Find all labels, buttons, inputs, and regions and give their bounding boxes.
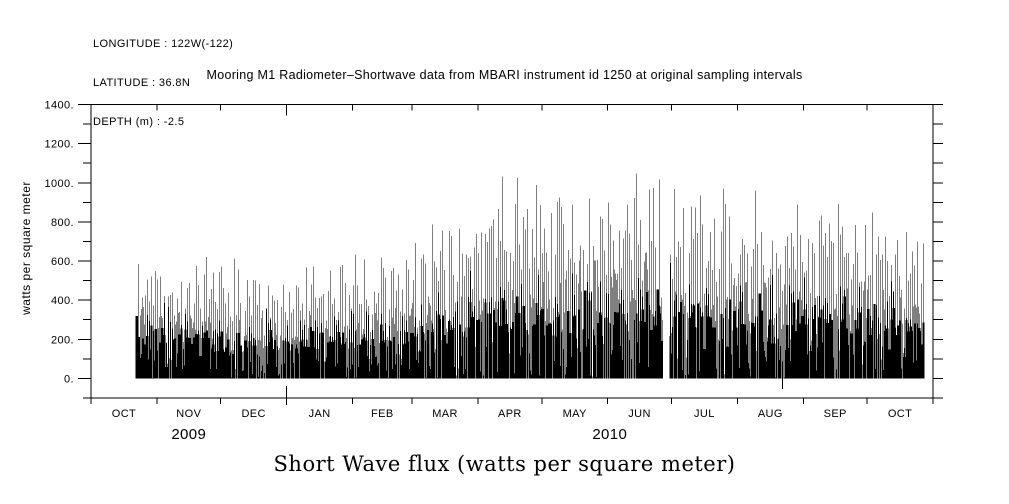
- plot-title: Mooring M1 Radiometer–Shortwave data fro…: [206, 68, 803, 82]
- y-tick-label: 400.: [51, 295, 74, 307]
- figure-caption: Short Wave flux (watts per square meter): [273, 452, 736, 476]
- y-tick-label: 1000.: [44, 178, 74, 190]
- x-month-label: MAY: [563, 408, 587, 420]
- x-month-label: FEB: [371, 408, 394, 420]
- x-month-label: SEP: [824, 408, 847, 420]
- y-tick-label: 0.: [64, 373, 74, 385]
- x-month-label: JUL: [694, 408, 715, 420]
- station-info: LONGITUDE : 122W(-122) LATITUDE : 36.8N …: [93, 12, 233, 155]
- x-month-label: APR: [498, 408, 522, 420]
- y-tick-label: 1400.: [44, 100, 74, 112]
- x-month-label: NOV: [176, 408, 201, 420]
- x-month-label: AUG: [758, 408, 783, 420]
- x-month-label: JUN: [628, 408, 651, 420]
- x-month-label: OCT: [888, 408, 912, 420]
- y-tick-label: 1200.: [44, 139, 74, 151]
- y-tick-label: 200.: [51, 334, 74, 346]
- y-tick-label: 800.: [51, 217, 74, 229]
- plot-frame: [90, 104, 934, 399]
- flux-data-series: [135, 120, 925, 390]
- x-month-label: JAN: [309, 408, 331, 420]
- x-month-label: OCT: [112, 408, 136, 420]
- longitude-label: LONGITUDE : 122W(-122): [93, 38, 234, 50]
- x-month-label: MAR: [432, 408, 458, 420]
- x-year-label: 2009: [171, 426, 206, 443]
- y-tick-label: 600.: [51, 256, 74, 268]
- latitude-label: LATITUDE : 36.8N: [93, 77, 191, 89]
- depth-label: DEPTH (m) : -2.5: [93, 116, 185, 128]
- x-month-label: DEC: [241, 408, 265, 420]
- x-year-label: 2010: [592, 426, 627, 443]
